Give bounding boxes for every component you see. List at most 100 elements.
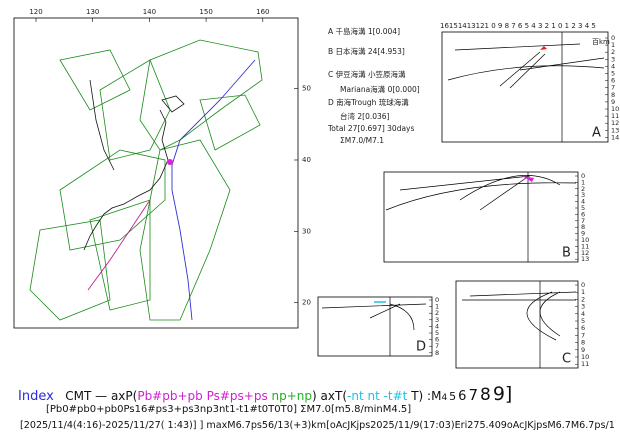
depth-tick-label: 2 <box>435 309 439 317</box>
cmt-legend-part: 6 <box>458 389 467 404</box>
depth-tick-label: 1 <box>581 288 585 296</box>
legend-entry: D 南海Trough 琉球海溝 <box>328 97 409 107</box>
depth-tick-label: 3 <box>611 55 615 63</box>
depth-tick-label: 11 <box>611 112 619 120</box>
scale-unit: 百km <box>592 38 610 46</box>
footer-line: Index CMT — axP(Pb#pb+pb Ps#ps+ps np+np)… <box>18 383 512 405</box>
depth-tick-label: 4 <box>581 198 585 206</box>
distance-scale: 16151413121 0 9 8 7 6 5 4 3 2 1 0 1 2 3 … <box>440 22 596 30</box>
depth-tick-label: 6 <box>435 336 439 344</box>
legend: A 千島海溝 1[0.004] B 日本海溝 24[4.953] C 伊豆海溝 小笠… <box>327 26 420 145</box>
depth-tick-label: 10 <box>581 353 589 361</box>
region-boxes <box>29 39 263 321</box>
depth-tick-label: 3 <box>581 191 585 199</box>
panel-label: D <box>416 340 426 355</box>
depth-tick-label: 6 <box>581 324 585 332</box>
depth-tick-label: 4 <box>435 322 439 330</box>
depth-tick-label: 3 <box>435 316 439 324</box>
depth-tick-label: 1 <box>611 41 615 49</box>
legend-entry: Total 27[0.697] 30days <box>327 124 414 133</box>
panel-label: C <box>562 352 571 367</box>
depth-tick-label: 11 <box>581 360 589 368</box>
event-marker <box>522 176 534 182</box>
legend-entry: C 伊豆海溝 小笠原海溝 <box>328 69 406 79</box>
depth-tick-label: 2 <box>611 48 615 56</box>
footer-line: [Pb0#pb0+pb0Ps16#ps3+ps3np3nt1-t1#t0T0T0… <box>46 404 412 415</box>
depth-tick-label: 5 <box>581 204 585 212</box>
cmt-legend-part: 8 <box>480 385 491 405</box>
cmt-legend-part: -nt nt -t#t <box>347 389 408 403</box>
map-frame <box>13 17 299 329</box>
cmt-legend-part: Ps#ps+ps <box>202 389 268 403</box>
depth-tick-label: 5 <box>611 70 615 78</box>
depth-tick-label: 0 <box>435 296 439 304</box>
depth-tick-label: 7 <box>435 342 439 350</box>
depth-tick-label: 7 <box>611 84 615 92</box>
depth-tick-label: 0 <box>611 34 615 42</box>
lon-tick-label: 160 <box>256 8 269 16</box>
depth-tick-label: 1 <box>435 303 439 311</box>
depth-tick-label: 10 <box>581 236 589 244</box>
depth-tick-label: 6 <box>581 210 585 218</box>
lon-tick-label: 150 <box>199 8 212 16</box>
depth-tick-label: 4 <box>581 310 585 318</box>
depth-tick-label: 7 <box>581 331 585 339</box>
legend-entry: ΣM7.0/M7.1 <box>340 136 384 145</box>
index-label: Index <box>18 389 54 404</box>
panel-label: B <box>562 246 571 261</box>
depth-tick-label: 12 <box>611 119 619 127</box>
depth-tick-label: 7 <box>581 217 585 225</box>
event-marker <box>167 159 173 165</box>
panel-label: A <box>592 126 601 141</box>
panel-frame <box>383 171 579 263</box>
depth-tick-label: 0 <box>581 281 585 289</box>
depth-tick-label: 8 <box>581 339 585 347</box>
depth-tick-label: 9 <box>611 98 615 106</box>
depth-tick-label: 2 <box>581 295 585 303</box>
lat-tick-label: 50 <box>302 85 311 93</box>
depth-tick-label: 5 <box>581 317 585 325</box>
legend-entry: B 日本海溝 24[4.953] <box>328 46 405 56</box>
depth-tick-label: 10 <box>611 105 619 113</box>
panel-frame <box>441 31 609 143</box>
footer-line: [2025/11/4(4:16)-2025/11/27( 1:43)] ] ma… <box>20 420 615 431</box>
panel-frame <box>455 280 579 369</box>
cmt-legend-part: ) axT( <box>312 389 348 403</box>
lat-tick-label: 30 <box>302 227 311 235</box>
cmt-legend-part: 4 <box>441 393 448 403</box>
legend-entry: 台湾 2[0.036] <box>340 111 390 121</box>
figure: A 千島海溝 1[0.004] B 日本海溝 24[4.953] C 伊豆海溝 小笠… <box>13 8 619 369</box>
cross-section-lines <box>321 32 605 368</box>
depth-tick-label: 9 <box>581 346 585 354</box>
depth-tick-label: 0 <box>581 172 585 180</box>
cmt-legend-part: 5 <box>449 390 457 403</box>
cmt-legend-part: CMT — axP( <box>65 389 138 403</box>
depth-tick-label: 8 <box>611 91 615 99</box>
depth-tick-label: 4 <box>611 62 615 70</box>
cmt-legend-part: 9] <box>492 383 513 405</box>
legend-entry: Mariana海溝 0[0.000] <box>340 84 420 94</box>
cmt-legend-part: T) :M <box>407 389 442 403</box>
lat-tick-label: 40 <box>302 156 311 164</box>
depth-tick-label: 8 <box>581 223 585 231</box>
cmt-legend-part: 7 <box>468 386 478 404</box>
depth-tick-label: 1 <box>581 178 585 186</box>
depth-tick-label: 9 <box>581 230 585 238</box>
cmt-legend-part: Pb#pb+pb <box>137 389 203 403</box>
depth-tick-label: 2 <box>581 185 585 193</box>
depth-tick-label: 5 <box>435 329 439 337</box>
lon-tick-label: 140 <box>143 8 156 16</box>
lon-tick-label: 120 <box>29 8 42 16</box>
depth-tick-label: 12 <box>581 249 589 257</box>
depth-tick-label: 14 <box>611 133 619 141</box>
legend-entry: A 千島海溝 1[0.004] <box>328 26 400 36</box>
cmt-legend-part: np+np <box>267 389 313 403</box>
trench-lines <box>87 59 256 321</box>
coastline <box>83 79 185 251</box>
depth-tick-label: 11 <box>581 242 589 250</box>
depth-tick-label: 3 <box>581 303 585 311</box>
cmt-legend: CMT — axP(Pb#pb+pb Ps#ps+ps np+np) axT(-… <box>65 383 512 405</box>
lat-tick-label: 20 <box>302 299 311 307</box>
depth-tick-label: 13 <box>581 255 589 263</box>
